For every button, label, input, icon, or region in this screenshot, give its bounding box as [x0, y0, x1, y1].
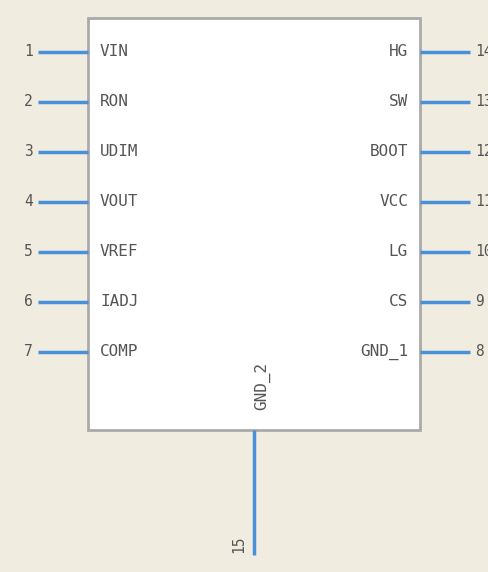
Text: 3: 3 [24, 145, 33, 160]
Text: 4: 4 [24, 194, 33, 209]
Text: UDIM: UDIM [100, 145, 139, 160]
Text: 9: 9 [475, 295, 484, 309]
Text: IADJ: IADJ [100, 295, 139, 309]
Text: 13: 13 [475, 94, 488, 109]
Text: 12: 12 [475, 145, 488, 160]
Text: 8: 8 [475, 344, 484, 359]
Text: VCC: VCC [379, 194, 408, 209]
Text: CS: CS [389, 295, 408, 309]
Text: RON: RON [100, 94, 129, 109]
Text: BOOT: BOOT [369, 145, 408, 160]
Text: VREF: VREF [100, 244, 139, 260]
Text: 11: 11 [475, 194, 488, 209]
Text: COMP: COMP [100, 344, 139, 359]
Text: VOUT: VOUT [100, 194, 139, 209]
Text: 6: 6 [24, 295, 33, 309]
Text: 14: 14 [475, 45, 488, 59]
Bar [88, 18, 420, 430]
Text: 2: 2 [24, 94, 33, 109]
Text: LG: LG [389, 244, 408, 260]
Text: GND_1: GND_1 [360, 344, 408, 360]
Text: 10: 10 [475, 244, 488, 260]
Text: 5: 5 [24, 244, 33, 260]
Text: VIN: VIN [100, 45, 129, 59]
Text: 15: 15 [231, 535, 246, 553]
Text: 7: 7 [24, 344, 33, 359]
Text: GND_2: GND_2 [254, 362, 270, 410]
Text: 1: 1 [24, 45, 33, 59]
Text: SW: SW [389, 94, 408, 109]
Text: HG: HG [389, 45, 408, 59]
